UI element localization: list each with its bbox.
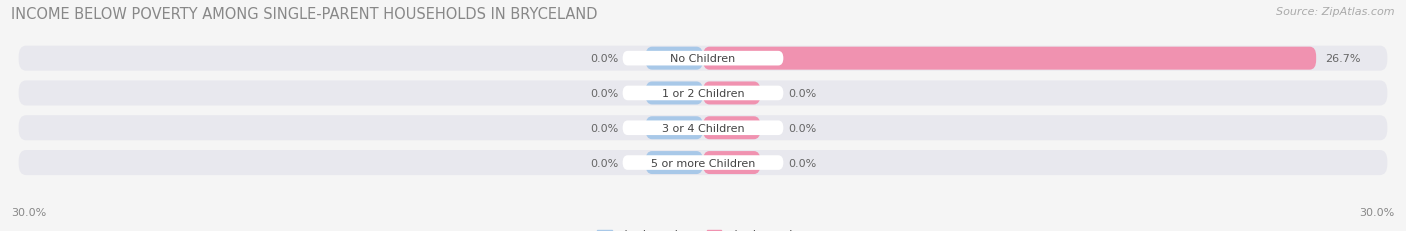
FancyBboxPatch shape (18, 46, 1388, 71)
Text: 0.0%: 0.0% (589, 123, 619, 133)
Text: 5 or more Children: 5 or more Children (651, 158, 755, 168)
Text: 0.0%: 0.0% (787, 88, 817, 99)
FancyBboxPatch shape (645, 152, 703, 174)
Text: 1 or 2 Children: 1 or 2 Children (662, 88, 744, 99)
Text: No Children: No Children (671, 54, 735, 64)
FancyBboxPatch shape (703, 82, 761, 105)
FancyBboxPatch shape (645, 82, 703, 105)
Text: 0.0%: 0.0% (787, 123, 817, 133)
FancyBboxPatch shape (645, 48, 703, 70)
Text: 3 or 4 Children: 3 or 4 Children (662, 123, 744, 133)
Text: 0.0%: 0.0% (787, 158, 817, 168)
FancyBboxPatch shape (18, 81, 1388, 106)
FancyBboxPatch shape (623, 121, 783, 135)
Text: 0.0%: 0.0% (589, 88, 619, 99)
FancyBboxPatch shape (623, 52, 783, 66)
FancyBboxPatch shape (645, 117, 703, 140)
Legend: Single Father, Single Mother: Single Father, Single Mother (593, 224, 813, 231)
Text: 26.7%: 26.7% (1326, 54, 1361, 64)
Text: INCOME BELOW POVERTY AMONG SINGLE-PARENT HOUSEHOLDS IN BRYCELAND: INCOME BELOW POVERTY AMONG SINGLE-PARENT… (11, 7, 598, 22)
Text: 0.0%: 0.0% (589, 54, 619, 64)
FancyBboxPatch shape (703, 48, 1316, 70)
FancyBboxPatch shape (623, 156, 783, 170)
Text: 0.0%: 0.0% (589, 158, 619, 168)
Text: 30.0%: 30.0% (11, 207, 46, 217)
Text: Source: ZipAtlas.com: Source: ZipAtlas.com (1277, 7, 1395, 17)
FancyBboxPatch shape (623, 86, 783, 101)
FancyBboxPatch shape (18, 150, 1388, 175)
FancyBboxPatch shape (703, 152, 761, 174)
FancyBboxPatch shape (18, 116, 1388, 141)
Text: 30.0%: 30.0% (1360, 207, 1395, 217)
FancyBboxPatch shape (703, 117, 761, 140)
